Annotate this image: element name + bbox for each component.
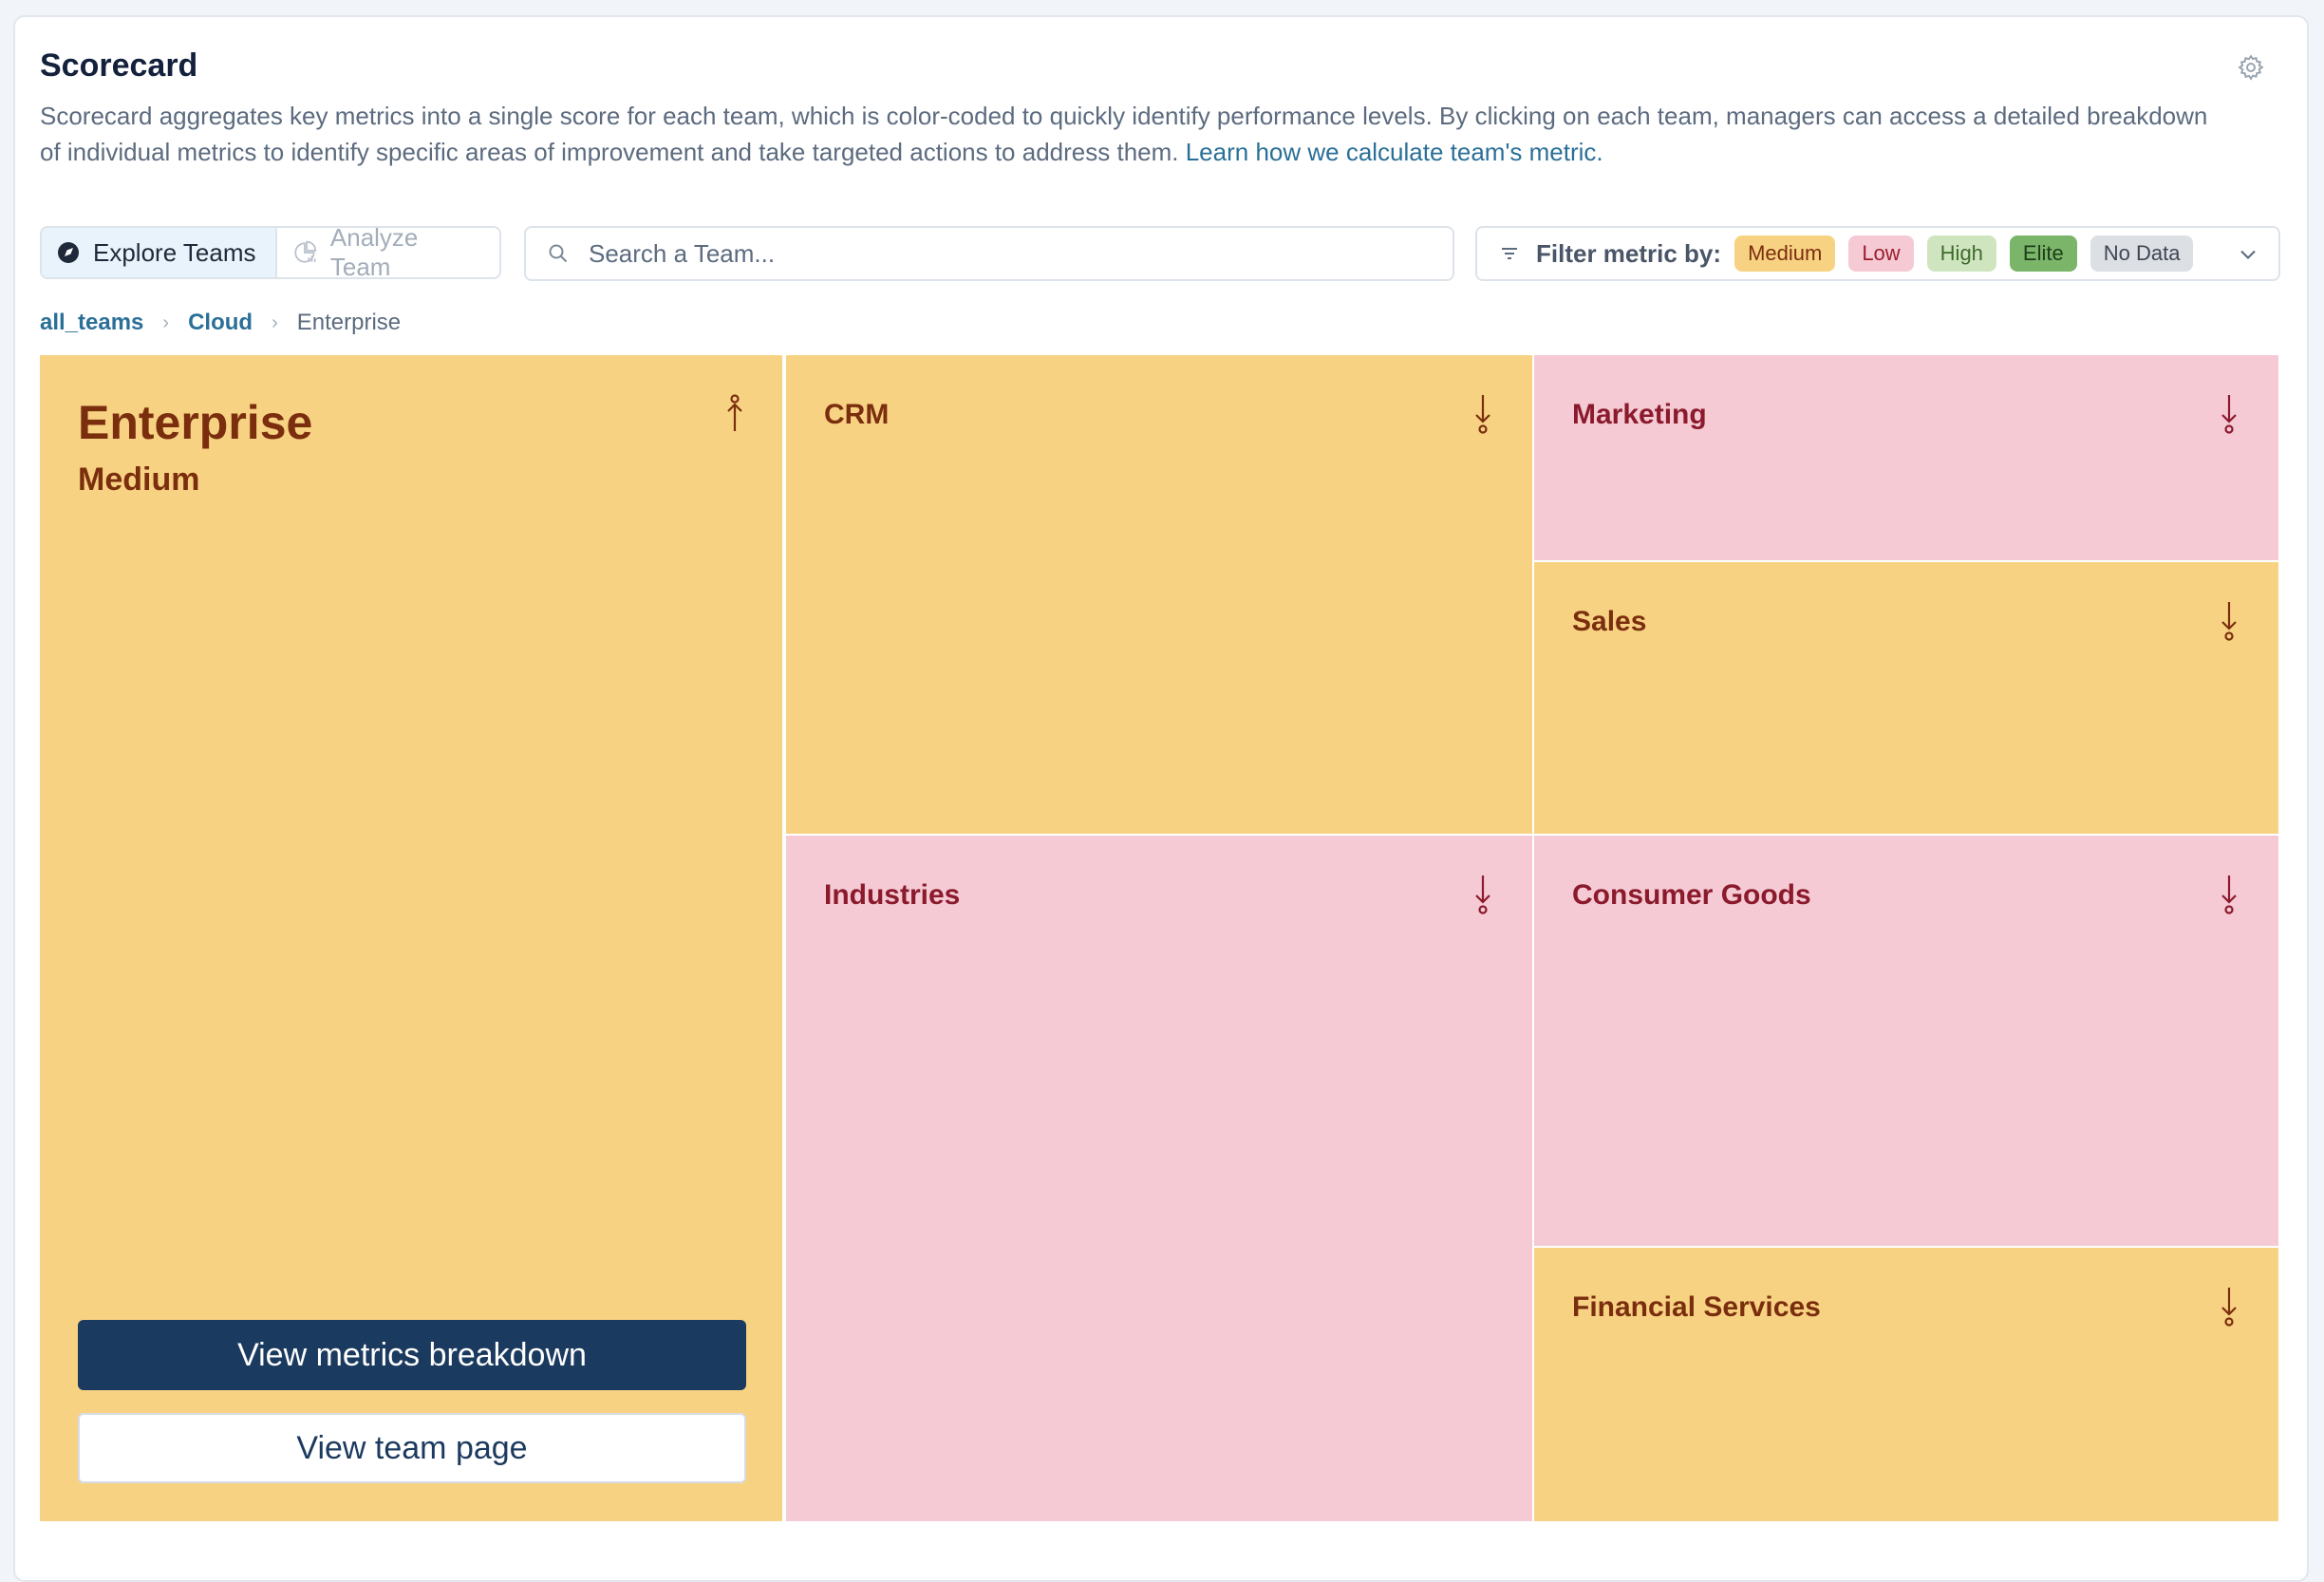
filter-chip-elite[interactable]: Elite [2009,235,2077,272]
view-team-page-button[interactable]: View team page [78,1413,746,1483]
filter-chip-no-data[interactable]: No Data [2090,235,2194,272]
search-input[interactable] [587,237,1426,270]
explore-icon [58,242,79,263]
team-search [524,226,1454,281]
tab-analyze-team-label: Analyze Team [329,226,419,279]
gear-icon[interactable] [2237,53,2265,82]
filter-label: Filter metric by: [1536,238,1722,268]
tile-label: Sales [1572,606,1647,637]
treemap-tile-financial-services[interactable]: Financial Services [1534,1248,2278,1521]
page-title: Scorecard [40,47,198,84]
trend-down-icon [2221,1288,2237,1327]
metric-filter: Filter metric by: Medium Low High Elite … [1475,226,2280,281]
filter-chip-high[interactable]: High [1926,235,1996,272]
analyze-icon [294,240,317,263]
tab-explore-teams[interactable]: Explore Teams [42,228,277,277]
chevron-right-icon: › [162,311,170,333]
treemap-tile-industries[interactable]: Industries [786,836,1532,1521]
view-metrics-breakdown-button[interactable]: View metrics breakdown [78,1320,746,1390]
treemap-tile-consumer-goods[interactable]: Consumer Goods [1534,836,2278,1246]
tab-analyze-team[interactable]: Analyze Team [277,228,499,277]
page-description: Scorecard aggregates key metrics into a … [40,98,2223,170]
selected-team-level: Medium [78,461,200,498]
tile-label: Financial Services [1572,1291,1821,1323]
trend-down-icon [2221,602,2237,641]
filter-chip-low[interactable]: Low [1848,235,1914,272]
treemap-tile-crm[interactable]: CRM [786,355,1532,834]
chevron-right-icon: › [272,311,278,333]
filter-icon [1502,248,1517,259]
treemap-tile-sales[interactable]: Sales [1534,562,2278,834]
description-text: Scorecard aggregates key metrics into a … [40,102,2208,166]
chevron-down-icon[interactable] [2235,241,2261,268]
search-icon [549,244,568,263]
tile-label: Marketing [1572,399,1707,430]
treemap-tile-marketing[interactable]: Marketing [1534,355,2278,560]
breadcrumb: all_teams › Cloud › Enterprise [40,310,401,336]
breadcrumb-current: Enterprise [296,310,402,335]
selected-team-name: Enterprise [78,396,313,449]
tab-explore-teams-label: Explore Teams [93,237,256,267]
trend-down-icon [1475,395,1490,434]
trend-down-icon [2221,876,2237,914]
view-mode-toggle: Explore Teams Analyze Team [40,226,501,279]
tile-label: Consumer Goods [1572,879,1811,911]
breadcrumb-all-teams[interactable]: all_teams [40,310,144,335]
filter-chip-medium[interactable]: Medium [1734,235,1836,272]
trend-down-icon [2221,395,2237,434]
tile-label: Industries [824,879,961,911]
breadcrumb-cloud[interactable]: Cloud [188,310,253,335]
tile-label: CRM [824,399,890,430]
trend-down-icon [1475,876,1490,914]
trend-up-icon [727,394,742,431]
learn-more-link[interactable]: Learn how we calculate team's metric. [1185,138,1603,166]
